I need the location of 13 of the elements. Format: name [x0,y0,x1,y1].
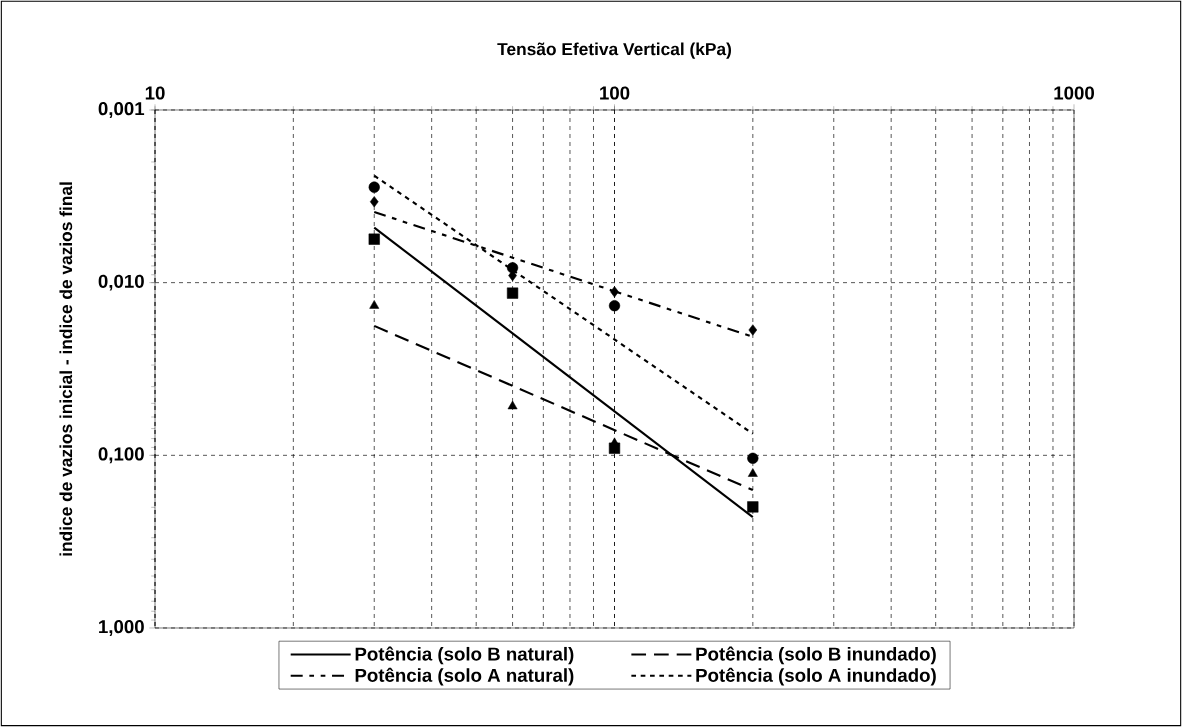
x-tick-label: 100 [600,86,630,100]
x-axis-title: Tensão Efetiva Vertical (kPa) [497,42,732,59]
legend-label: Potência (solo B inundado) [696,646,936,665]
legend-label: Potência (solo A inundado) [696,667,936,686]
y-tick-label: 0,010 [98,274,144,291]
x-tick-label: 10 [145,86,165,100]
y-tick-label: 0,100 [98,447,144,464]
y-tick-label: 1,000 [99,620,144,636]
y-tick-label: 0,001 [98,102,145,118]
legend-label: Potência (solo B natural) [355,646,574,665]
legend-label: Potência (solo A natural) [355,667,574,686]
y-axis-title: indice de vazios inicial - indice de vazios final [59,182,73,556]
x-tick-label: 1000 [1054,86,1094,100]
